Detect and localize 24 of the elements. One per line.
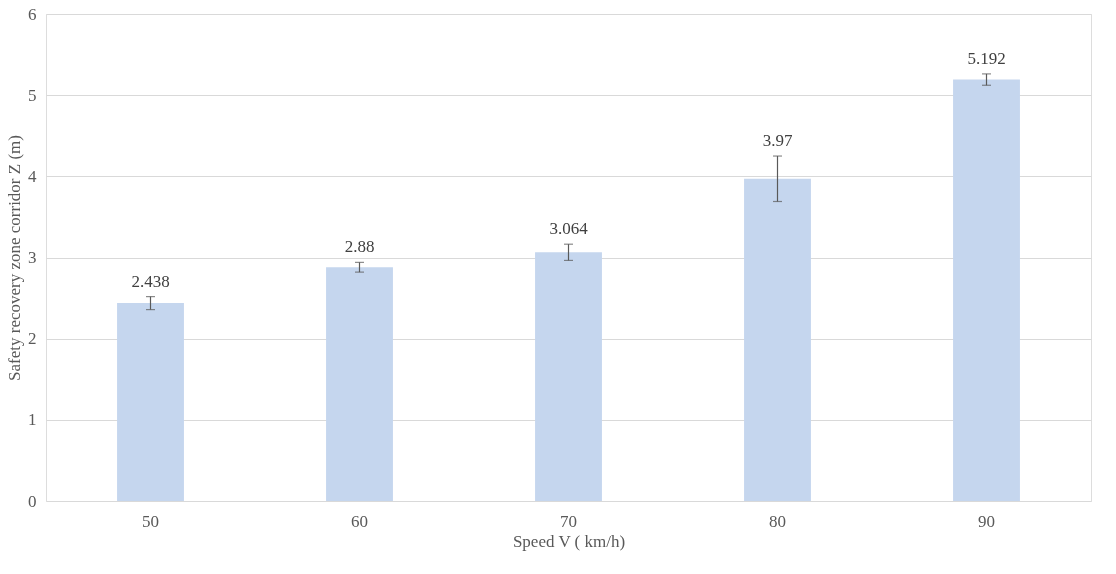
data-label: 3.064 bbox=[549, 219, 589, 239]
data-label: 3.97 bbox=[762, 131, 793, 151]
y-tick-label: 0 bbox=[28, 491, 37, 511]
x-tick-label: 80 bbox=[769, 511, 786, 531]
data-label: 2.438 bbox=[131, 271, 170, 291]
y-tick-label: 5 bbox=[28, 85, 37, 105]
x-tick-label: 90 bbox=[978, 511, 995, 531]
bar bbox=[744, 178, 811, 501]
bar bbox=[117, 303, 184, 501]
data-label: 2.88 bbox=[344, 237, 375, 257]
y-tick-label: 2 bbox=[28, 329, 37, 349]
y-tick-label: 1 bbox=[28, 410, 37, 430]
y-axis-title: Safety recovery zone corridor Z (m) bbox=[5, 135, 24, 381]
x-axis-title: Speed V ( km/h) bbox=[512, 531, 626, 551]
bar bbox=[535, 252, 602, 501]
data-label: 5.192 bbox=[967, 48, 1006, 68]
y-tick-label: 3 bbox=[28, 248, 37, 267]
x-tick-label: 50 bbox=[142, 511, 159, 531]
y-tick-label: 4 bbox=[28, 166, 37, 186]
bar bbox=[953, 79, 1020, 501]
y-tick-label: 6 bbox=[28, 4, 37, 24]
x-tick-label: 60 bbox=[351, 511, 368, 531]
bar bbox=[326, 267, 393, 501]
x-tick-label: 70 bbox=[560, 511, 577, 531]
